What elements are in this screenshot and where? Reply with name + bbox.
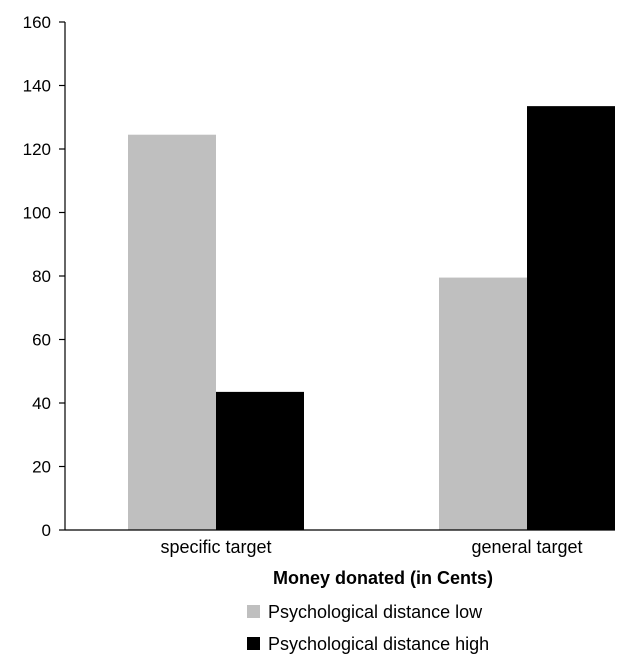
bar-low-general (439, 277, 527, 530)
y-tick-label: 0 (42, 521, 51, 540)
legend-label: Psychological distance low (268, 602, 483, 622)
x-category-label: general target (471, 537, 582, 557)
x-axis-title: Money donated (in Cents) (273, 568, 493, 588)
y-tick-label: 140 (23, 77, 51, 96)
legend: Psychological distance low Psychological … (247, 602, 489, 654)
x-axis-category-labels: specific target general target (160, 537, 582, 557)
x-category-label: specific target (160, 537, 271, 557)
y-tick-label: 100 (23, 204, 51, 223)
y-axis-ticks: 0 20 40 60 80 100 120 140 160 (23, 13, 65, 540)
legend-label: Psychological distance high (268, 634, 489, 654)
legend-item: Psychological distance high (247, 634, 489, 654)
y-tick-label: 160 (23, 13, 51, 32)
legend-swatch (247, 605, 260, 618)
bar-low-specific (128, 134, 216, 530)
bar-high-general (527, 106, 615, 530)
y-tick-label: 80 (32, 267, 51, 286)
legend-swatch (247, 637, 260, 650)
y-tick-label: 120 (23, 140, 51, 159)
bars (128, 106, 615, 530)
y-tick-label: 60 (32, 331, 51, 350)
legend-item: Psychological distance low (247, 602, 483, 622)
y-tick-label: 20 (32, 458, 51, 477)
y-tick-label: 40 (32, 394, 51, 413)
bar-high-specific (216, 391, 304, 530)
